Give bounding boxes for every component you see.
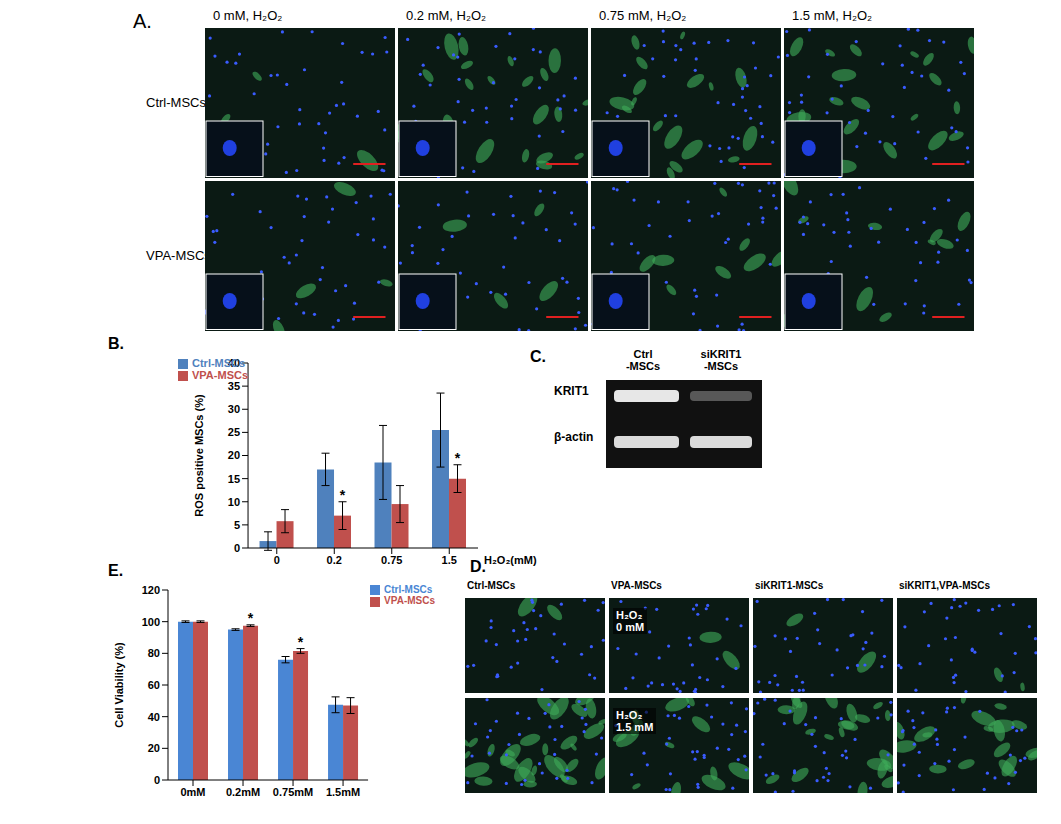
svg-text:15: 15: [228, 473, 240, 485]
svg-text:1.5mM: 1.5mM: [326, 786, 360, 798]
svg-text:0.2: 0.2: [327, 554, 342, 566]
svg-text:Cell Viability (%): Cell Viability (%): [113, 642, 125, 728]
svg-text:0: 0: [154, 774, 160, 786]
svg-text:0: 0: [234, 542, 240, 554]
svg-text:40: 40: [228, 357, 240, 369]
svg-text:120: 120: [142, 584, 160, 596]
svg-text:25: 25: [228, 426, 240, 438]
svg-text:0mM: 0mM: [180, 786, 205, 798]
svg-text:10: 10: [228, 496, 240, 508]
svg-text:1.5: 1.5: [442, 554, 457, 566]
svg-text:80: 80: [148, 647, 160, 659]
svg-text:*: *: [248, 610, 254, 626]
svg-text:35: 35: [228, 380, 240, 392]
svg-text:0: 0: [274, 554, 280, 566]
svg-text:20: 20: [148, 742, 160, 754]
svg-text:0.75: 0.75: [381, 554, 402, 566]
svg-text:0.75mM: 0.75mM: [273, 786, 313, 798]
svg-text:*: *: [298, 634, 304, 650]
svg-text:5: 5: [234, 519, 240, 531]
svg-text:60: 60: [148, 679, 160, 691]
svg-text:0.2mM: 0.2mM: [226, 786, 260, 798]
svg-text:ROS positive MSCs (%): ROS positive MSCs (%): [193, 394, 205, 517]
svg-text:H₂O₂(mM): H₂O₂(mM): [484, 554, 537, 566]
svg-text:20: 20: [228, 449, 240, 461]
svg-text:*: *: [340, 487, 346, 503]
svg-text:100: 100: [142, 616, 160, 628]
svg-text:*: *: [455, 450, 461, 466]
svg-text:30: 30: [228, 403, 240, 415]
svg-text:40: 40: [148, 711, 160, 723]
